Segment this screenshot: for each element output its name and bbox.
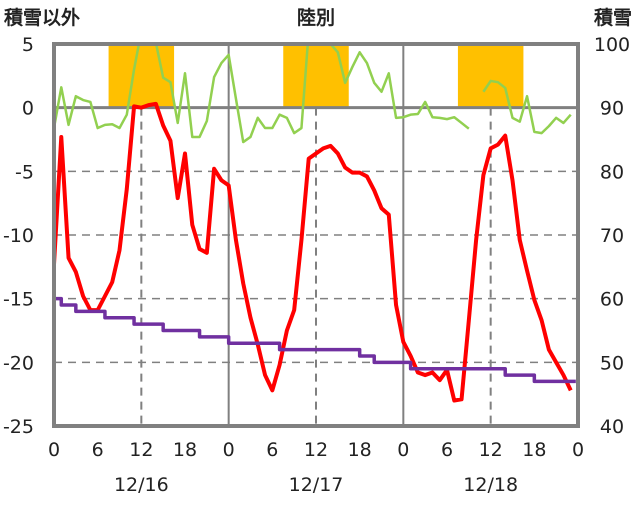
x-tick-label: 12 xyxy=(304,439,328,461)
chart-title: 陸別 xyxy=(297,6,335,29)
x-tick-label: 0 xyxy=(48,439,60,461)
right-tick-label: 60 xyxy=(600,289,624,311)
x-tick-label: 6 xyxy=(92,439,104,461)
date-label: 12/18 xyxy=(463,474,518,496)
right-tick-label: 100 xyxy=(594,34,630,56)
left-tick-label: 0 xyxy=(22,98,34,120)
left-tick-label: -15 xyxy=(3,289,34,311)
purple-line xyxy=(54,296,576,384)
right-tick-label: 70 xyxy=(600,225,624,247)
date-label: 12/17 xyxy=(289,474,344,496)
left-tick-label: -25 xyxy=(3,416,34,438)
left-tick-label: -20 xyxy=(3,352,34,374)
right-tick-label: 50 xyxy=(600,352,624,374)
x-tick-label: 18 xyxy=(522,439,546,461)
daytime-band xyxy=(457,44,524,108)
daytime-bands xyxy=(108,44,524,108)
x-tick-label: 18 xyxy=(348,439,372,461)
left-tick-label: -5 xyxy=(15,161,34,183)
x-tick-label: 12 xyxy=(479,439,503,461)
x-tick-label: 0 xyxy=(223,439,235,461)
daytime-band xyxy=(108,44,175,108)
left-axis-title: 積雪以外 xyxy=(4,6,80,29)
x-tick-label: 6 xyxy=(441,439,453,461)
left-tick-label: 5 xyxy=(22,34,34,56)
series xyxy=(54,44,576,403)
snow_depth-line xyxy=(54,44,470,144)
x-tick-label: 0 xyxy=(397,439,409,461)
snow_depth-line xyxy=(482,79,572,135)
left-tick-label: -10 xyxy=(3,225,34,247)
right-tick-label: 40 xyxy=(600,416,624,438)
plot-frame xyxy=(52,42,580,428)
right-axis-title: 積雪 xyxy=(594,6,632,29)
x-tick-label: 0 xyxy=(572,439,584,461)
x-tick-label: 6 xyxy=(266,439,278,461)
right-tick-label: 80 xyxy=(600,161,624,183)
temperature-line xyxy=(54,101,573,403)
right-tick-label: 90 xyxy=(600,98,624,120)
x-tick-label: 18 xyxy=(173,439,197,461)
x-tick-label: 12 xyxy=(129,439,153,461)
date-label: 12/16 xyxy=(114,474,169,496)
